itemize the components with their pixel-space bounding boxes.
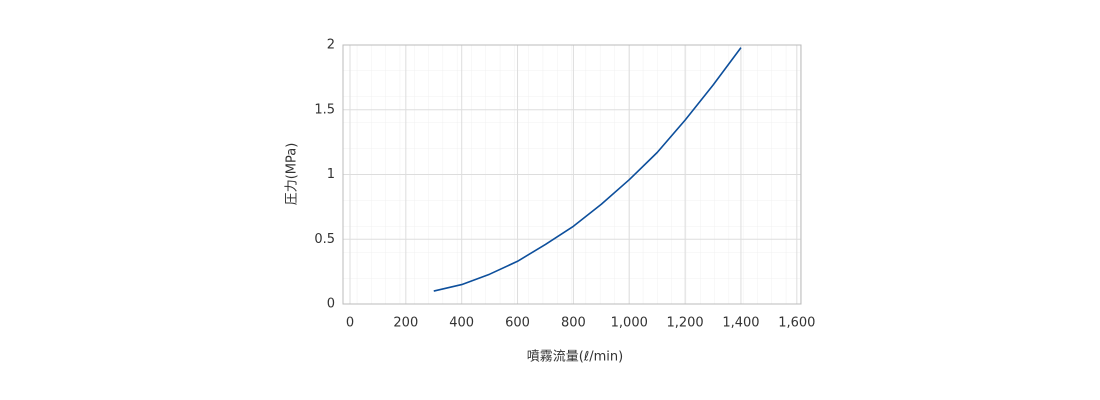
x-axis-label: 噴霧流量(ℓ/min) [527,350,623,365]
x-tick-label: 1,600 [778,316,815,331]
x-tick-label: 600 [505,316,530,331]
x-tick-label: 1,200 [666,316,703,331]
y-tick-label: 1 [327,167,335,182]
y-tick-label: 0.5 [314,232,335,247]
data-line [433,47,742,292]
x-tick-label: 400 [449,316,474,331]
x-tick-label: 1,400 [722,316,759,331]
x-tick-label: 1,000 [611,316,648,331]
x-tick-label: 200 [393,316,418,331]
y-tick-label: 2 [327,38,335,53]
x-tick-label: 800 [561,316,586,331]
y-axis-label: 圧力(MPa) [285,143,300,206]
x-tick-label: 0 [346,316,354,331]
plot-border [342,44,802,305]
y-tick-label: 1.5 [314,102,335,117]
y-tick-label: 0 [327,297,335,312]
